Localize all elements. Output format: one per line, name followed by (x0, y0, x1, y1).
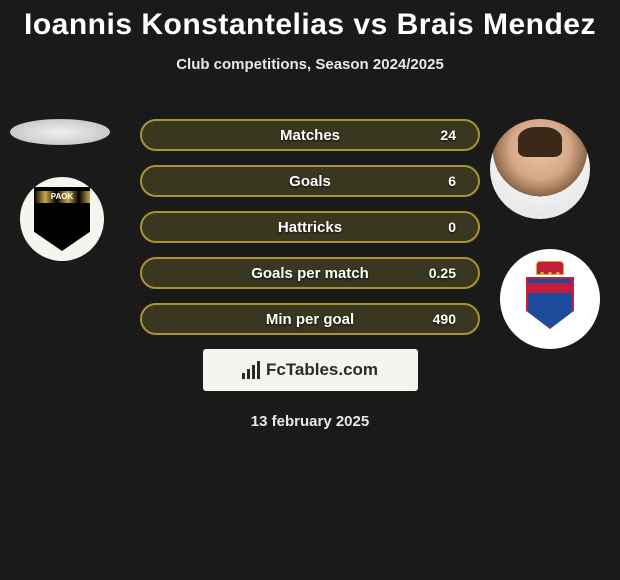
date-text: 13 february 2025 (0, 413, 620, 430)
stat-row: Goals per match0.25 (140, 257, 480, 289)
subtitle: Club competitions, Season 2024/2025 (0, 56, 620, 73)
stat-label: Goals per match (204, 265, 416, 282)
stat-value-right: 0 (416, 219, 456, 235)
club-left-label: PAOK (34, 191, 90, 203)
stat-bars: Matches24 Goals6 Hattricks0 Goals per match… (140, 109, 480, 335)
player-right-avatar (490, 119, 590, 219)
stat-value-right: 24 (416, 127, 456, 143)
stat-label: Matches (204, 127, 416, 144)
stat-row: Goals6 (140, 165, 480, 197)
stat-label: Hattricks (204, 219, 416, 236)
footer-brand-badge: FcTables.com (203, 349, 418, 391)
page-title: Ioannis Konstantelias vs Brais Mendez (0, 8, 620, 42)
comparison-card: Ioannis Konstantelias vs Brais Mendez Cl… (0, 0, 620, 430)
stat-value-right: 0.25 (416, 265, 456, 281)
player-left-avatar (10, 119, 110, 145)
stat-label: Min per goal (204, 311, 416, 328)
club-right-logo (500, 249, 600, 349)
stat-row: Matches24 (140, 119, 480, 151)
stat-label: Goals (204, 173, 416, 190)
chart-icon (242, 361, 260, 379)
stat-value-right: 490 (416, 311, 456, 327)
club-left-logo: PAOK (20, 177, 104, 261)
footer-brand-text: FcTables.com (266, 360, 378, 380)
stat-value-right: 6 (416, 173, 456, 189)
stat-row: Min per goal490 (140, 303, 480, 335)
stats-area: PAOK Matches24 Goals6 Hattricks0 Goals per … (0, 109, 620, 335)
stat-row: Hattricks0 (140, 211, 480, 243)
